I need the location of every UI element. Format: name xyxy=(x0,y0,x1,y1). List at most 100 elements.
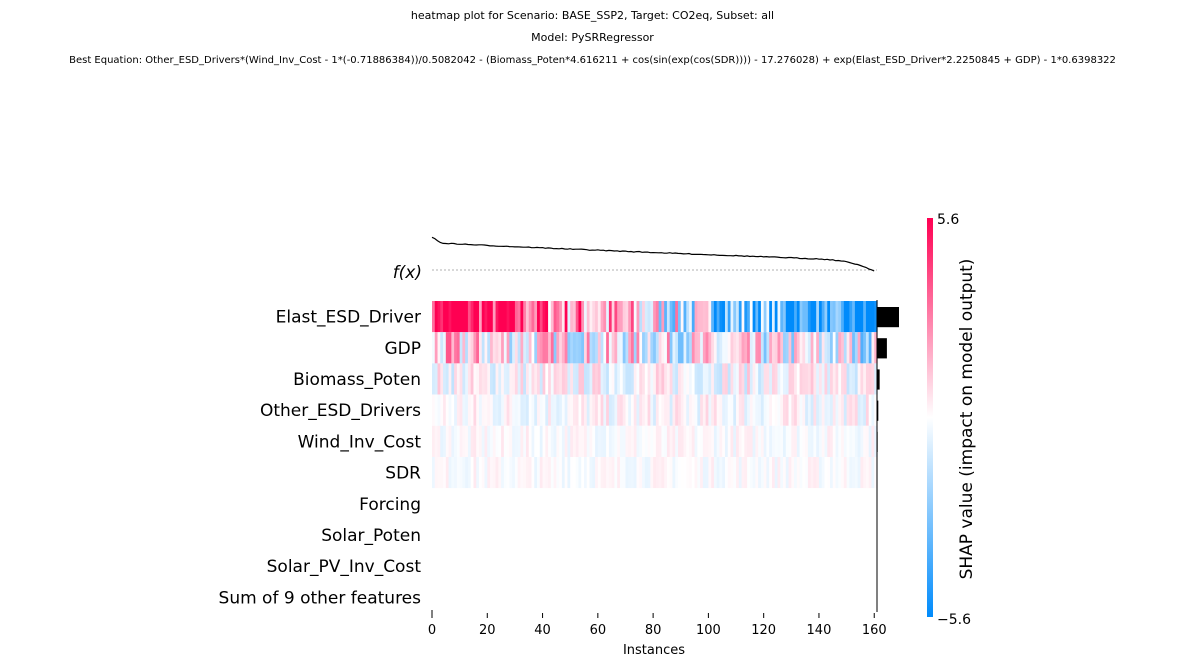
heatmap-cell xyxy=(680,425,685,457)
importance-bar xyxy=(877,307,899,328)
heatmap-cell xyxy=(711,332,715,364)
heatmap-cell xyxy=(639,301,643,333)
heatmap-cell xyxy=(774,332,779,364)
heatmap-cell xyxy=(484,519,488,551)
heatmap-cell xyxy=(542,394,546,426)
heatmap-cell xyxy=(865,425,870,457)
heatmap-cell xyxy=(572,363,577,395)
heatmap-cell xyxy=(849,550,853,582)
heatmap-cell xyxy=(539,301,544,333)
heatmap-cell xyxy=(432,394,436,426)
heatmap-cell xyxy=(766,488,770,520)
heatmap-cell xyxy=(758,394,762,426)
heatmap-cell xyxy=(539,581,544,613)
heatmap-cell xyxy=(545,550,549,582)
heatmap-cell xyxy=(865,457,870,489)
heatmap-cell xyxy=(548,301,552,333)
heatmap-cell xyxy=(462,301,466,333)
heatmap-cell xyxy=(619,519,624,551)
heatmap-cell xyxy=(531,332,535,364)
heatmap-cell xyxy=(509,488,513,520)
heatmap-cell xyxy=(495,425,499,457)
heatmap-cell xyxy=(702,363,707,395)
heatmap-cell xyxy=(686,332,690,364)
heatmap-cell xyxy=(625,519,629,551)
heatmap-cell xyxy=(614,301,618,333)
heatmap-cell xyxy=(492,457,497,489)
heatmap-cell xyxy=(835,394,839,426)
heatmap-cell xyxy=(868,425,873,457)
heatmap-cell xyxy=(835,332,839,364)
heatmap-cell xyxy=(694,394,698,426)
heatmap-cell xyxy=(462,488,466,520)
heatmap-cell xyxy=(534,488,538,520)
heatmap-cell xyxy=(567,363,571,395)
heatmap-cell xyxy=(733,425,737,457)
heatmap-cell xyxy=(492,332,497,364)
heatmap-cell xyxy=(487,363,491,395)
heatmap-cell xyxy=(827,301,831,333)
heatmap-cell xyxy=(672,363,676,395)
heatmap-cell xyxy=(661,488,665,520)
heatmap-cell xyxy=(658,581,663,613)
heatmap-cell xyxy=(702,332,707,364)
heatmap-cell xyxy=(608,550,613,582)
heatmap-cell xyxy=(783,425,787,457)
heatmap-cell xyxy=(702,457,707,489)
heatmap-cell xyxy=(747,519,751,551)
heatmap-cell xyxy=(503,394,508,426)
heatmap-cell xyxy=(711,301,715,333)
heatmap-cell xyxy=(653,394,657,426)
heatmap-cell xyxy=(498,488,502,520)
heatmap-cell xyxy=(578,332,582,364)
heatmap-cell xyxy=(639,332,643,364)
heatmap-cell xyxy=(835,363,839,395)
heatmap-cell xyxy=(459,301,463,333)
heatmap-cell xyxy=(534,425,538,457)
heatmap-cell xyxy=(771,550,776,582)
heatmap-cell xyxy=(749,363,754,395)
heatmap-cell xyxy=(451,301,455,333)
heatmap-cell xyxy=(586,394,591,426)
heatmap-cell xyxy=(639,363,643,395)
heatmap-cell xyxy=(595,581,599,613)
heatmap-cell xyxy=(619,394,624,426)
heatmap-cell xyxy=(586,425,591,457)
heatmap-cell xyxy=(700,519,704,551)
heatmap-cell xyxy=(863,519,867,551)
heatmap-cell xyxy=(556,301,560,333)
heatmap-cell xyxy=(780,550,784,582)
heatmap-cell xyxy=(666,363,671,395)
heatmap-cell xyxy=(647,363,651,395)
heatmap-cell xyxy=(517,425,522,457)
heatmap-cell xyxy=(650,332,654,364)
heatmap-cell xyxy=(631,425,635,457)
heatmap-cell xyxy=(802,332,806,364)
heatmap-cell xyxy=(724,332,729,364)
heatmap-cell xyxy=(584,301,588,333)
heatmap-cell xyxy=(470,332,475,364)
heatmap-cell xyxy=(708,457,712,489)
heatmap-cell xyxy=(677,457,682,489)
heatmap-cell xyxy=(481,425,486,457)
heatmap-cell xyxy=(680,581,685,613)
heatmap-cell xyxy=(702,394,707,426)
heatmap-cell xyxy=(633,550,638,582)
heatmap-cell xyxy=(514,332,519,364)
heatmap-cell xyxy=(664,457,668,489)
heatmap-cell xyxy=(495,550,499,582)
heatmap-cell xyxy=(509,301,513,333)
heatmap-cell xyxy=(672,301,676,333)
heatmap-cell xyxy=(517,301,522,333)
heatmap-cell xyxy=(520,394,524,426)
heatmap-cell xyxy=(448,301,452,333)
heatmap-cell xyxy=(445,425,450,457)
heatmap-cell xyxy=(810,425,815,457)
heatmap-cell xyxy=(631,301,635,333)
heatmap-cell xyxy=(478,394,483,426)
heatmap-cell xyxy=(763,332,768,364)
heatmap-cell xyxy=(760,581,765,613)
heatmap-cell xyxy=(448,488,452,520)
heatmap-cell xyxy=(440,550,444,582)
heatmap-cell xyxy=(733,581,737,613)
